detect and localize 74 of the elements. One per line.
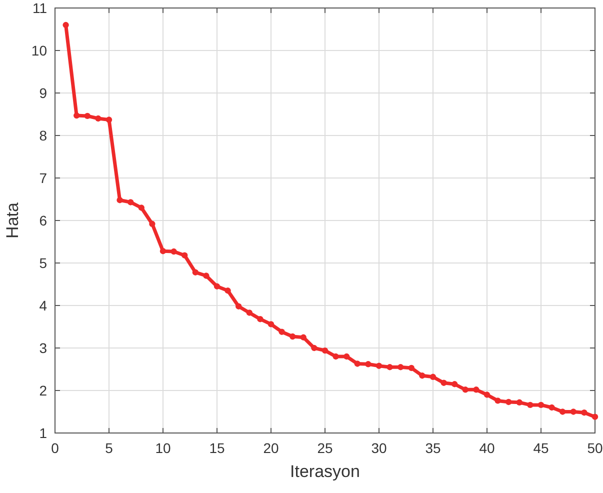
point (452, 381, 458, 388)
point (84, 112, 90, 120)
point (560, 408, 566, 415)
point (506, 398, 512, 406)
x-tick-label: 30 (371, 440, 387, 456)
point (116, 197, 123, 204)
x-tick-label: 45 (533, 440, 549, 456)
point (376, 362, 382, 369)
point (473, 386, 480, 393)
point (149, 220, 156, 227)
y-tick-label: 7 (39, 170, 48, 186)
point (95, 115, 102, 122)
point (192, 269, 198, 276)
point (581, 410, 588, 416)
x-tick-label: 5 (105, 440, 114, 456)
point (257, 316, 264, 322)
y-tick-label: 11 (32, 0, 48, 16)
point (538, 402, 544, 408)
point (354, 360, 360, 367)
point (548, 404, 555, 411)
point (62, 22, 69, 28)
y-tick-label: 4 (39, 297, 48, 314)
x-tick-label: 20 (263, 440, 279, 456)
point (203, 272, 210, 279)
point (170, 248, 177, 255)
y-tick-label: 6 (39, 212, 48, 228)
point (527, 402, 534, 408)
y-tick-label: 10 (31, 42, 48, 58)
point (278, 328, 285, 335)
y-tick-label: 2 (39, 382, 48, 398)
point (419, 372, 426, 379)
point (398, 364, 404, 370)
x-tick-label: 40 (479, 440, 495, 456)
point (106, 116, 112, 123)
point (74, 112, 80, 119)
point (138, 204, 144, 211)
point (224, 288, 231, 294)
x-tick-label: 25 (317, 440, 333, 456)
point (214, 283, 220, 290)
x-tick-label: 35 (425, 440, 441, 456)
point (386, 364, 393, 370)
point (494, 398, 501, 404)
y-tick-label: 5 (39, 254, 48, 271)
point (268, 321, 274, 328)
x-axis-title: Iterasyon (290, 462, 360, 481)
y-tick-label: 9 (39, 84, 48, 101)
point (516, 399, 522, 406)
point (344, 353, 350, 360)
point (332, 353, 339, 360)
point (408, 364, 414, 372)
point (128, 199, 134, 206)
point (462, 386, 468, 393)
point (160, 248, 166, 254)
point (430, 374, 436, 380)
point (236, 303, 242, 310)
x-tick-label: 0 (51, 440, 60, 456)
point (570, 408, 576, 415)
y-tick-label: 1 (39, 424, 48, 441)
y-tick-label: 8 (39, 127, 48, 144)
point (311, 344, 318, 352)
point (182, 252, 188, 258)
point (484, 392, 490, 398)
point (322, 347, 328, 354)
y-tick-label: 3 (39, 340, 48, 356)
point (365, 361, 372, 368)
point (440, 380, 447, 386)
point (246, 310, 252, 316)
point (290, 333, 296, 340)
y-axis-title: Hata (3, 202, 22, 238)
x-tick-label: 50 (587, 440, 603, 456)
x-tick-label: 10 (155, 440, 171, 456)
point (300, 334, 306, 340)
x-tick-label: 15 (209, 440, 225, 456)
point (592, 414, 598, 420)
